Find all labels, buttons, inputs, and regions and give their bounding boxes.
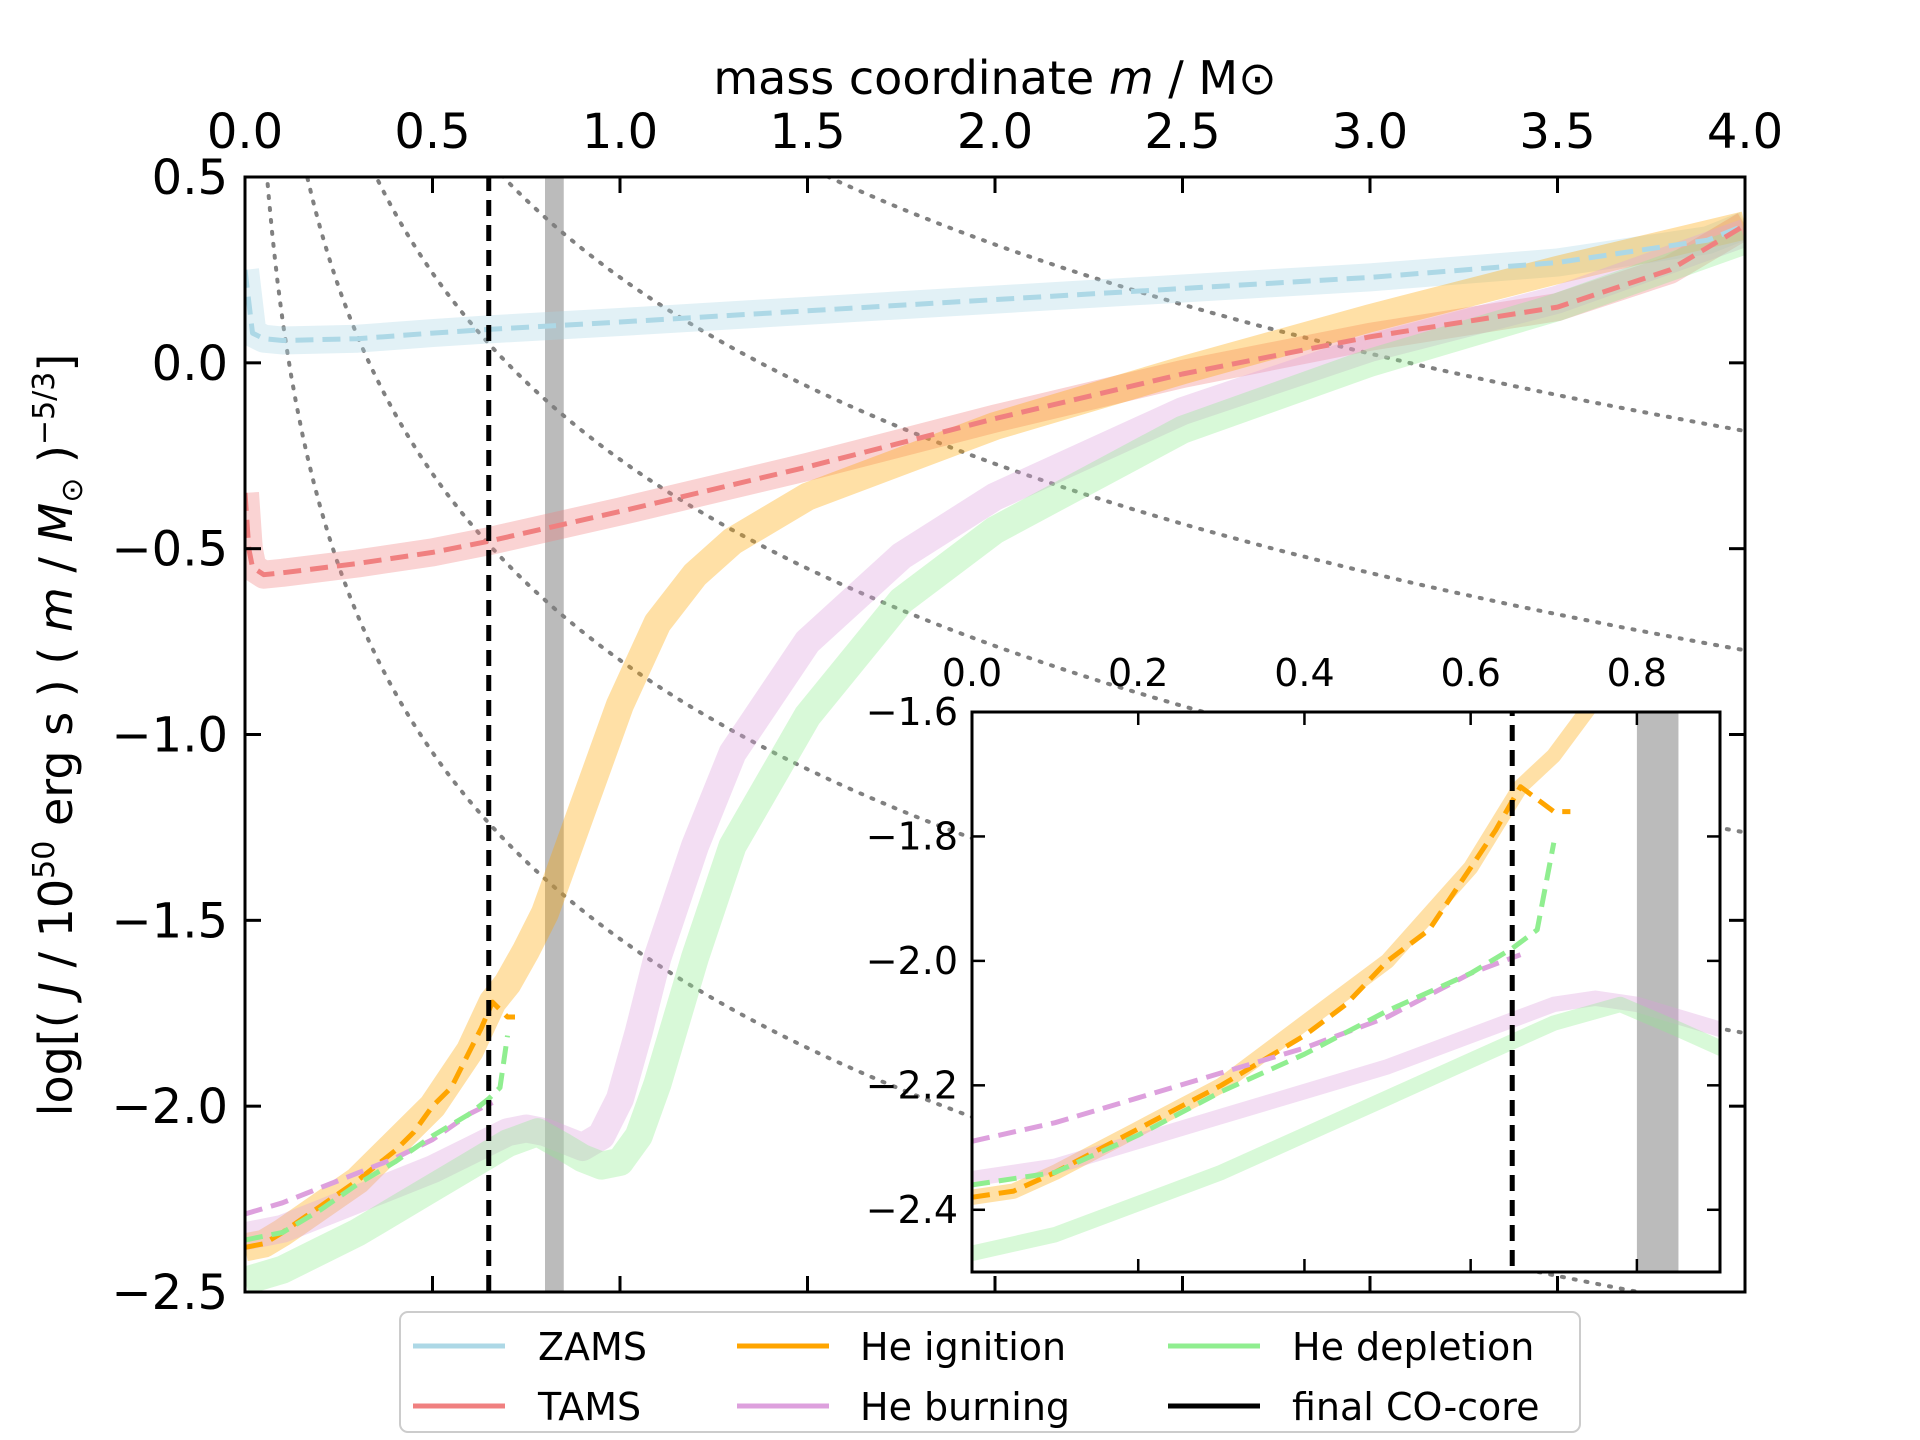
band-he_depletion [972,996,1720,1261]
legend-label-he-depletion: He depletion [1292,1325,1534,1369]
inset-y-tick-label: −2.2 [866,1063,958,1107]
inset-y-tick-label: −1.8 [866,814,958,858]
main-plot-area [245,177,1745,1292]
x-tick-label: 1.0 [582,104,658,160]
reference-curve-2 [374,177,1745,835]
shaded-band [1636,712,1679,1272]
inset-axis-ticks: 0.0 0.2 0.4 0.6 0.8 −1.6 −1.8 −2.0 −2.2 −2.4 [866,651,1720,1272]
inset-x-tick-label: 0.0 [942,651,1002,695]
dashed-he_burning [245,1100,494,1217]
legend-entry-he-burning: He burning [737,1385,1070,1429]
reference-curve-0 [265,177,1650,1292]
inset-plot-area [972,712,1720,1272]
dashed-he_depletion [245,1035,510,1243]
y-tick-label: −1.5 [111,893,228,949]
legend-entry-final-co-core: final CO-core [1168,1385,1539,1429]
dashed-tams [245,223,1745,578]
inset-y-tick-label: −1.6 [866,690,958,734]
x-tick-label: 3.5 [1519,104,1595,160]
x-axis-title: mass coordinate m / M⊙ [713,51,1276,105]
y-tick-label: −1.0 [111,708,228,764]
band-he_burning [972,990,1720,1187]
legend-label-final-co-core: final CO-core [1292,1385,1539,1429]
main-axis-ticks: 0.0 0.5 1.0 1.5 2.0 2.5 3.0 3.5 4.00.50.0−0.5−1.… [111,104,1783,1321]
x-tick-label: 0.0 [207,104,283,160]
y-tick-label: 0.5 [152,150,228,206]
legend-entry-tams: TAMS [413,1385,641,1429]
inset-x-tick-label: 0.4 [1274,651,1334,695]
legend-label-he-burning: He burning [860,1385,1070,1429]
legend-entry-he-depletion: He depletion [1168,1325,1534,1369]
legend-label-he-ignition: He ignition [860,1325,1066,1369]
legend-frame [399,1311,1581,1433]
dashed-he_burning [972,952,1522,1144]
x-tick-label: 1.5 [769,104,845,160]
band-he_burning [245,219,1745,1251]
dashed-zams [245,222,1745,343]
inset-y-tick-label: −2.4 [866,1188,958,1232]
reference-curve-1 [305,177,1745,1036]
inset-plot-frame [970,710,1722,1274]
y-tick-label: −0.5 [111,522,228,578]
reference-curve-3 [500,177,1745,653]
x-tick-label: 3.0 [1332,104,1408,160]
inset-background [972,712,1720,1272]
inset-x-tick-label: 0.8 [1607,651,1667,695]
y-tick-label: −2.5 [111,1265,228,1321]
x-tick-label: 2.0 [957,104,1033,160]
y-axis-title: log[( J / 1050 erg s ) ( m / M⊙ )−5/3] [27,354,90,1117]
inset-x-tick-label: 0.2 [1108,651,1168,695]
x-tick-label: 4.0 [1707,104,1783,160]
legend: ZAMS TAMS He ignition He burning He depl… [399,1311,1581,1433]
legend-entry-zams: ZAMS [413,1325,647,1369]
band-he_depletion [245,227,1745,1292]
x-tick-label: 2.5 [1144,104,1220,160]
y-tick-label: 0.0 [152,336,228,392]
y-tick-label: −2.0 [111,1079,228,1135]
inset-x-tick-label: 0.6 [1440,651,1500,695]
x-tick-label: 0.5 [394,104,470,160]
legend-label-tams: TAMS [537,1385,641,1429]
legend-label-zams: ZAMS [538,1325,647,1369]
legend-entry-he-ignition: He ignition [737,1325,1066,1369]
dashed-he_depletion [972,842,1557,1188]
inset-y-tick-label: −2.0 [866,939,958,983]
shaded-band [545,177,564,1292]
